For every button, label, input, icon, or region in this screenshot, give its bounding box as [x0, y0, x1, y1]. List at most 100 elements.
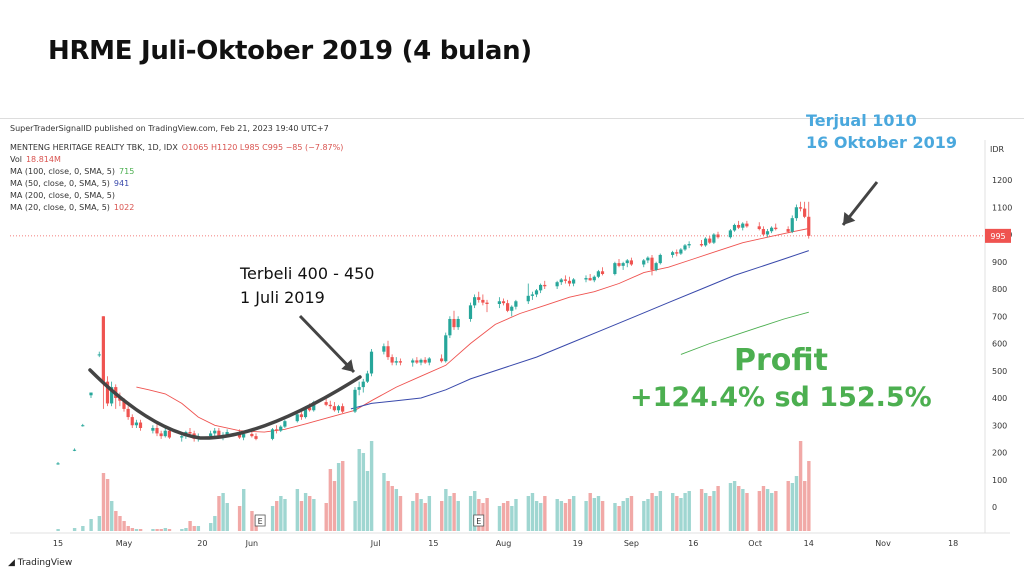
volume-bar: [683, 493, 687, 531]
volume-bar: [188, 521, 192, 531]
candle: [332, 402, 336, 412]
volume-bar: [514, 499, 518, 531]
candle-body: [324, 402, 328, 405]
volume-bar: [386, 481, 390, 531]
arrow-shaft: [298, 314, 356, 374]
volume-bar: [588, 493, 592, 531]
arrow-head: [843, 212, 856, 225]
y-tick-label: 0: [992, 503, 997, 512]
event-marker-label: E: [476, 517, 481, 526]
volume-bar: [353, 501, 357, 531]
volume-bar: [283, 499, 287, 531]
candle-body: [658, 254, 662, 264]
candle-body: [254, 436, 258, 439]
ma50-line: [350, 250, 809, 410]
tradingview-label: TradingView: [17, 558, 73, 568]
sell-arrow: [841, 181, 879, 226]
volume-bar: [679, 498, 683, 531]
candle-body: [105, 381, 110, 404]
volume-bar: [114, 511, 118, 531]
y-tick-label: 1200: [992, 176, 1012, 185]
candle: [675, 249, 679, 257]
volume-bar: [798, 441, 803, 531]
candle: [295, 412, 299, 423]
volume-bar: [138, 529, 143, 531]
volume-bar: [163, 528, 168, 531]
candle-body: [155, 427, 159, 434]
indicator-value: 715: [119, 167, 135, 176]
candle: [572, 278, 576, 287]
volume-bar: [539, 503, 543, 531]
candle: [617, 259, 621, 268]
candle-body: [588, 278, 592, 281]
candle-body: [303, 407, 308, 418]
volume-bar: [184, 528, 188, 531]
volume-bar: [559, 501, 564, 531]
volume-bar: [704, 493, 708, 531]
y-tick-label: 800: [992, 285, 1007, 294]
candle: [555, 280, 559, 289]
candle: [81, 423, 85, 427]
volume-bar: [497, 506, 502, 531]
volume-bar: [423, 503, 427, 531]
volume-bar: [308, 496, 312, 531]
candle: [101, 316, 105, 409]
candle-body: [654, 263, 658, 270]
volume-bar: [468, 496, 473, 531]
candle: [56, 462, 60, 465]
x-tick-label: 18: [948, 539, 958, 548]
candle-body: [728, 230, 732, 238]
candle: [629, 257, 633, 266]
currency-label: IDR: [990, 145, 1005, 154]
sold-annotation-line1: Terjual 1010: [806, 111, 917, 130]
candle: [642, 259, 646, 268]
candle: [382, 343, 386, 355]
volume-bar: [180, 529, 184, 531]
volume-bar: [654, 496, 658, 531]
candle: [283, 419, 287, 428]
volume-bar: [444, 489, 448, 531]
volume-bar: [629, 496, 634, 531]
candle-body: [530, 294, 534, 296]
volume-bar: [699, 489, 704, 531]
x-tick-label: 14: [804, 539, 814, 548]
volume-bar: [324, 503, 328, 531]
candle-body: [427, 358, 431, 363]
candle-body: [745, 223, 749, 227]
volume-bar: [213, 516, 217, 531]
y-tick-label: 500: [992, 367, 1007, 376]
tradingview-logo[interactable]: ◢ TradingView: [8, 558, 72, 568]
candle: [596, 269, 600, 279]
volume-bar: [613, 503, 617, 531]
volume-bar: [159, 529, 163, 531]
candle: [423, 357, 427, 364]
x-tick-label: Sep: [624, 539, 639, 548]
ma20-line: [136, 228, 809, 433]
candle: [386, 340, 390, 360]
volume-bar: [382, 473, 386, 531]
volume-bar: [600, 501, 605, 531]
volume-bar: [563, 503, 568, 531]
volume-bar: [242, 489, 246, 531]
candle-body: [704, 238, 708, 246]
candle-body: [283, 421, 287, 427]
event-marker: E: [254, 514, 266, 527]
x-tick-label: May: [116, 539, 133, 548]
volume-bar: [221, 493, 225, 531]
volume-bar: [448, 496, 452, 531]
candle-body: [741, 223, 745, 228]
arrow-head: [341, 359, 354, 372]
volume-bar: [196, 526, 201, 531]
x-tick-label: Jul: [370, 539, 381, 548]
candle: [155, 422, 159, 437]
candle: [794, 204, 798, 221]
candle: [270, 427, 275, 441]
volume-bar: [687, 491, 691, 531]
candle-body: [126, 408, 130, 418]
volume-bar: [650, 493, 654, 531]
candle-body: [646, 257, 650, 261]
candle: [353, 387, 357, 413]
candle-body: [555, 282, 559, 287]
candle: [510, 305, 514, 317]
